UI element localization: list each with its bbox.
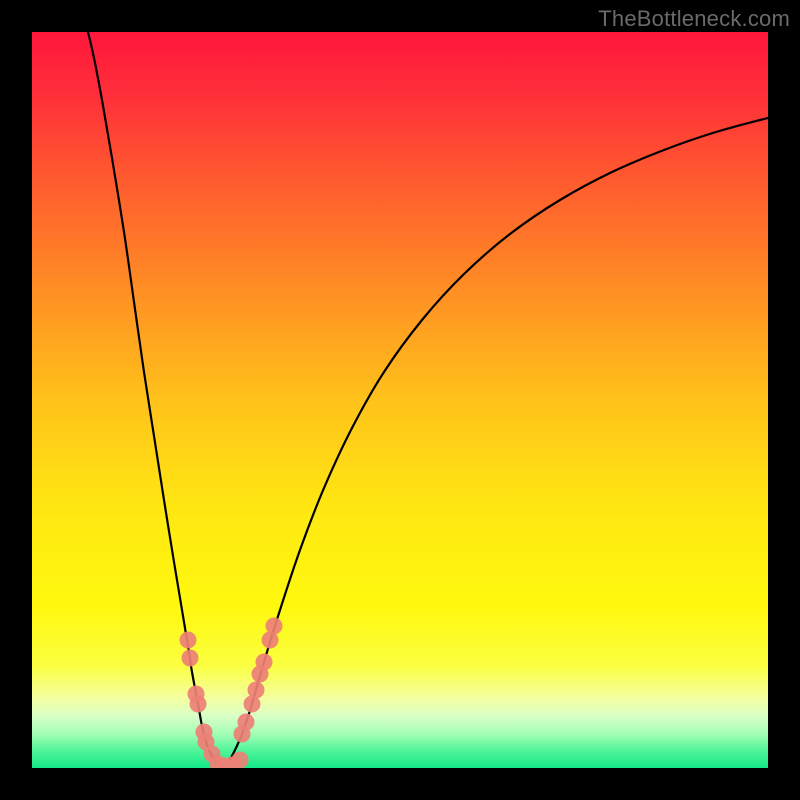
data-marker [190,696,207,713]
watermark-text: TheBottleneck.com [598,6,790,32]
curves-layer [32,32,768,768]
data-marker [256,654,273,671]
plot-area [32,32,768,768]
data-marker [232,752,249,769]
data-marker [266,618,283,635]
data-marker [182,650,199,667]
right-curve [222,118,768,767]
marker-group [180,618,283,769]
data-marker [180,632,197,649]
data-marker [238,714,255,731]
data-marker [248,682,265,699]
chart-frame: TheBottleneck.com [0,0,800,800]
left-curve [88,32,222,767]
